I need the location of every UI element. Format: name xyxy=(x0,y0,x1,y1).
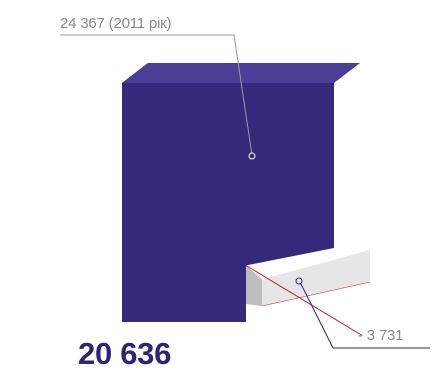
bar-2011-block xyxy=(122,63,360,322)
label-decrease-value: - 3 731 xyxy=(358,327,404,344)
decrease-slice-edge xyxy=(245,264,363,336)
total-value-label: 20 636 xyxy=(78,336,172,371)
decrease-slice-bottom-edge xyxy=(261,281,371,307)
decrease-slice-side-face xyxy=(246,265,262,306)
leader-point-2011 xyxy=(248,152,256,160)
decrease-slice-front-face xyxy=(262,250,370,306)
bar-decrease-slice xyxy=(245,250,371,336)
label-2011-value: 24 367 (2011 рік) xyxy=(60,15,172,32)
leader-lines xyxy=(60,34,430,349)
leader-point-decrease xyxy=(295,277,303,285)
leader-line-2011 xyxy=(60,34,253,156)
bar-2011-front-face xyxy=(122,83,334,322)
bar-2011-top-face xyxy=(122,63,360,83)
leader-line-decrease xyxy=(299,281,430,349)
